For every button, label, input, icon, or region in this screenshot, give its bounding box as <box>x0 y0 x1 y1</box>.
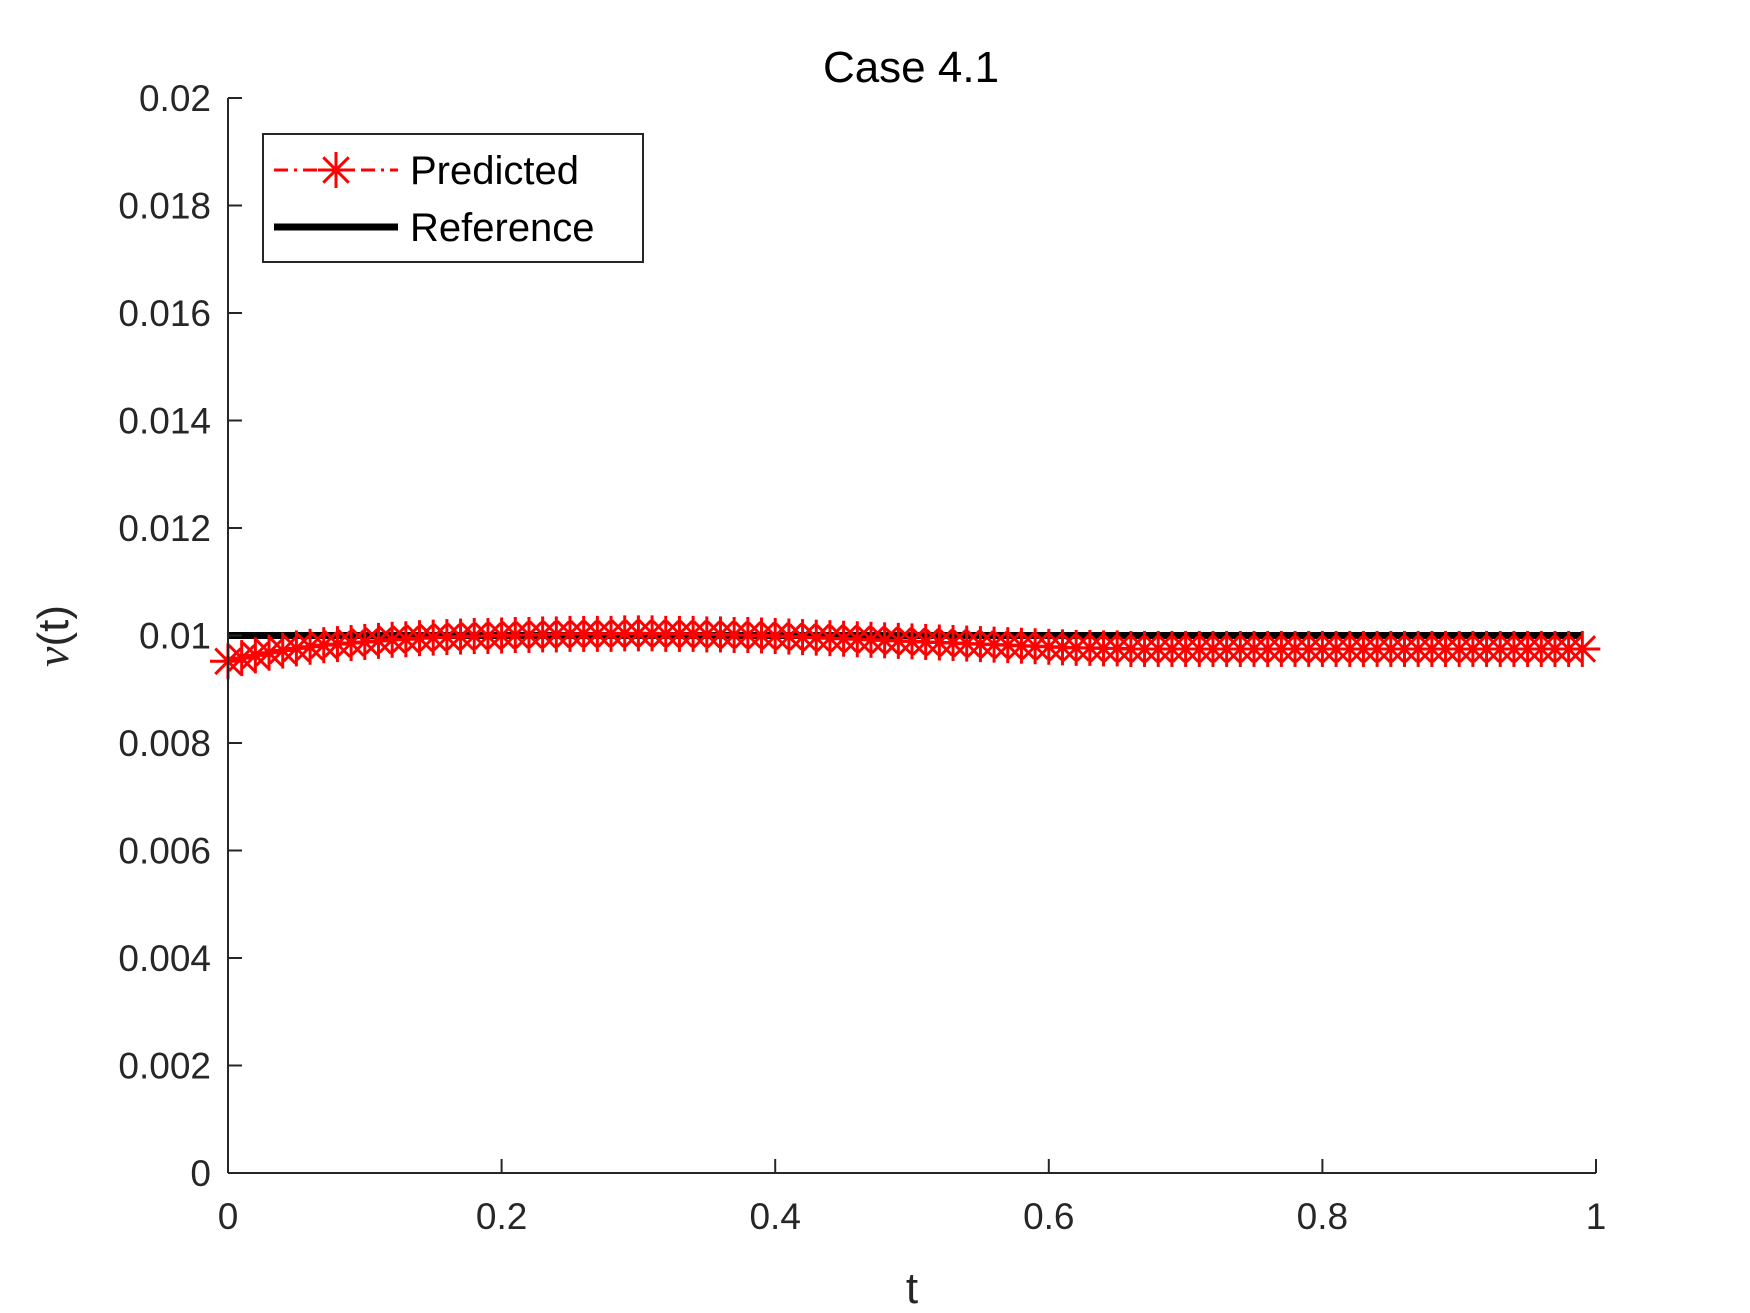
legend-entry-reference: Reference <box>274 206 595 250</box>
legend-box <box>262 133 644 263</box>
y-tick-label: 0.012 <box>118 508 211 549</box>
svg-text:ν(t): ν(t) <box>27 605 78 667</box>
legend-predicted-label: Predicted <box>410 149 579 193</box>
legend-asterisk <box>318 152 354 188</box>
x-ticks: 0 0.2 0.4 0.6 0.8 1 <box>218 1159 1607 1237</box>
asterisk-stroke <box>1568 635 1597 663</box>
legend-reference-label: Reference <box>410 206 595 250</box>
x-tick-label: 0 <box>218 1196 239 1237</box>
plot-area: 0 0.2 0.4 0.6 0.8 1 0 0.002 0.004 0.006 0.008 0.01… <box>118 78 1606 1237</box>
x-tick-label: 0.6 <box>1023 1196 1074 1237</box>
y-tick-label: 0.014 <box>118 401 211 442</box>
y-tick-label: 0.002 <box>118 1046 211 1087</box>
y-tick-label: 0.016 <box>118 293 211 334</box>
x-axis-label: t <box>906 1264 918 1313</box>
series-layer <box>210 615 1601 680</box>
predicted-point <box>1564 630 1601 667</box>
y-tick-label: 0.018 <box>118 186 211 227</box>
y-tick-label: 0 <box>190 1153 211 1194</box>
y-axis-label: ν(t) <box>27 605 78 667</box>
legend-predicted-marker <box>318 152 354 188</box>
legend-entry-predicted: Predicted <box>274 149 579 193</box>
y-tick-label: 0.02 <box>139 78 211 119</box>
x-tick-label: 1 <box>1586 1196 1607 1237</box>
y-tick-label: 0.004 <box>118 938 211 979</box>
y-ticks: 0 0.002 0.004 0.006 0.008 0.01 0.012 0.014 0.016… <box>118 78 242 1194</box>
series-predicted-markers <box>210 615 1601 680</box>
chart-title: Case 4.1 <box>823 43 999 92</box>
x-tick-label: 0.8 <box>1297 1196 1348 1237</box>
y-tick-label: 0.006 <box>118 831 211 872</box>
legend: Predicted Reference <box>262 133 644 263</box>
y-tick-label: 0.01 <box>139 616 211 657</box>
y-axis-label-symbol: ν <box>27 646 78 667</box>
y-axis-label-suffix: (t) <box>29 605 78 647</box>
y-tick-label: 0.008 <box>118 723 211 764</box>
x-tick-label: 0.4 <box>749 1196 800 1237</box>
asterisk-stroke <box>322 156 350 184</box>
x-tick-label: 0.2 <box>476 1196 527 1237</box>
